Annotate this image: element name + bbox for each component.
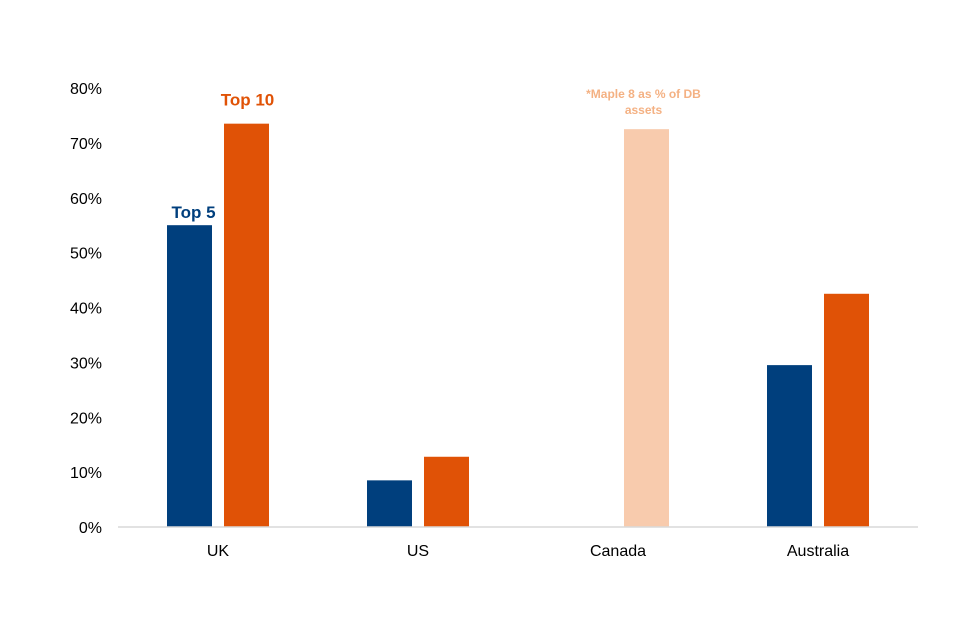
y-tick-label: 10%	[70, 465, 102, 482]
y-tick-label: 40%	[70, 301, 102, 318]
bar-australia-series2	[824, 293, 869, 527]
y-tick-label: 30%	[70, 355, 102, 372]
bar-us-series1	[367, 480, 412, 527]
x-tick-label: Canada	[590, 543, 646, 560]
x-tick-label: US	[407, 543, 429, 560]
y-tick-label: 60%	[70, 191, 102, 208]
y-tick-label: 0%	[79, 520, 102, 537]
bar-uk-series1	[167, 225, 212, 527]
bars	[167, 123, 869, 527]
top10-label: Top 10	[221, 91, 275, 110]
bar-us-series2	[424, 456, 469, 527]
x-tick-label: UK	[207, 543, 230, 560]
x-tick-label: Australia	[787, 543, 849, 560]
x-axis-ticks: UK US Canada Australia	[207, 543, 849, 560]
bar-canada-series3	[624, 129, 669, 527]
maple8-note-line1: *Maple 8 as % of DB	[586, 87, 701, 101]
bar-australia-series1	[767, 365, 812, 527]
y-axis-ticks: 0% 10% 20% 30% 40% 50% 60% 70% 80%	[70, 81, 102, 537]
y-tick-label: 50%	[70, 246, 102, 263]
y-tick-label: 80%	[70, 81, 102, 98]
top5-label: Top 5	[171, 203, 215, 222]
y-tick-label: 70%	[70, 136, 102, 153]
bar-uk-series2	[224, 123, 269, 527]
y-tick-label: 20%	[70, 410, 102, 427]
maple8-note-line2: assets	[625, 103, 663, 117]
